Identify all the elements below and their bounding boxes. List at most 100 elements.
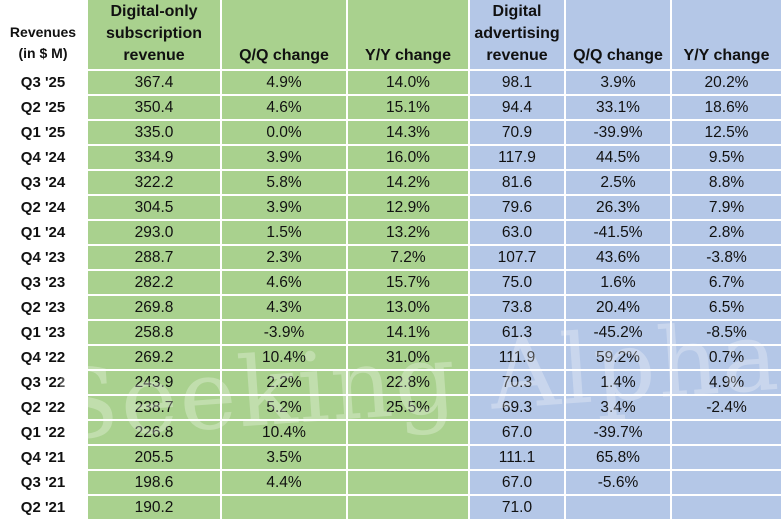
cell-advertising-yy: 6.5%	[672, 296, 783, 321]
cell-quarter: Q2 '25	[0, 96, 88, 121]
cell-advertising-revenue: 61.3	[470, 321, 566, 346]
cell-subscription-qq: 4.6%	[222, 271, 348, 296]
table-row: Q1 '23 258.8 -3.9% 14.1% 61.3 -45.2% -8.5%	[0, 321, 783, 346]
cell-quarter: Q2 '23	[0, 296, 88, 321]
cell-subscription-yy: 7.2%	[348, 246, 470, 271]
cell-quarter: Q4 '24	[0, 146, 88, 171]
cell-advertising-qq: 1.6%	[566, 271, 672, 296]
cell-advertising-revenue: 94.4	[470, 96, 566, 121]
cell-quarter: Q3 '25	[0, 71, 88, 96]
cell-advertising-qq: 43.6%	[566, 246, 672, 271]
cell-advertising-yy	[672, 471, 783, 496]
cell-advertising-yy: 0.7%	[672, 346, 783, 371]
cell-advertising-yy: 18.6%	[672, 96, 783, 121]
cell-advertising-qq: 59.2%	[566, 346, 672, 371]
cell-quarter: Q4 '21	[0, 446, 88, 471]
cell-advertising-yy: 12.5%	[672, 121, 783, 146]
cell-subscription-revenue: 282.2	[88, 271, 222, 296]
cell-advertising-qq: 2.5%	[566, 171, 672, 196]
cell-advertising-qq: -39.9%	[566, 121, 672, 146]
cell-advertising-revenue: 67.0	[470, 471, 566, 496]
cell-subscription-qq: 3.9%	[222, 196, 348, 221]
cell-advertising-revenue: 63.0	[470, 221, 566, 246]
table-row: Q3 '23 282.2 4.6% 15.7% 75.0 1.6% 6.7%	[0, 271, 783, 296]
cell-advertising-qq: 20.4%	[566, 296, 672, 321]
cell-subscription-yy: 31.0%	[348, 346, 470, 371]
table-row: Q1 '22 226.8 10.4% 67.0 -39.7%	[0, 421, 783, 446]
cell-subscription-revenue: 198.6	[88, 471, 222, 496]
cell-subscription-revenue: 238.7	[88, 396, 222, 421]
cell-advertising-yy: -3.8%	[672, 246, 783, 271]
cell-advertising-revenue: 71.0	[470, 496, 566, 521]
cell-advertising-revenue: 73.8	[470, 296, 566, 321]
cell-subscription-qq: 0.0%	[222, 121, 348, 146]
cell-advertising-revenue: 111.1	[470, 446, 566, 471]
header-sub-rev-line-1: Digital-only	[110, 3, 198, 20]
header-row: Revenues (in $ M) Digital-only subscript…	[0, 0, 783, 71]
header-subscription-yy: Y/Y change	[348, 0, 470, 71]
table-row: Q3 '21 198.6 4.4% 67.0 -5.6%	[0, 471, 783, 496]
cell-advertising-yy: -8.5%	[672, 321, 783, 346]
table-row: Q3 '24 322.2 5.8% 14.2% 81.6 2.5% 8.8%	[0, 171, 783, 196]
cell-quarter: Q1 '23	[0, 321, 88, 346]
header-sub-rev-line-3: revenue	[123, 47, 185, 64]
header-advertising-revenue: Digital advertising revenue	[470, 0, 566, 71]
cell-subscription-qq	[222, 496, 348, 521]
table-row: Q4 '24 334.9 3.9% 16.0% 117.9 44.5% 9.5%	[0, 146, 783, 171]
header-ad-rev-line-1: Digital	[492, 3, 542, 20]
header-revenues-label: Revenues (in $ M)	[0, 0, 88, 71]
cell-subscription-qq: 4.6%	[222, 96, 348, 121]
cell-advertising-qq: 3.4%	[566, 396, 672, 421]
cell-subscription-revenue: 335.0	[88, 121, 222, 146]
cell-advertising-revenue: 75.0	[470, 271, 566, 296]
cell-subscription-revenue: 226.8	[88, 421, 222, 446]
cell-subscription-revenue: 269.8	[88, 296, 222, 321]
header-label-line-2: (in $ M)	[18, 45, 68, 61]
cell-subscription-revenue: 258.8	[88, 321, 222, 346]
cell-subscription-yy: 12.9%	[348, 196, 470, 221]
cell-subscription-yy: 15.7%	[348, 271, 470, 296]
cell-subscription-qq: 5.8%	[222, 171, 348, 196]
table-row: Q2 '22 238.7 5.2% 25.5% 69.3 3.4% -2.4%	[0, 396, 783, 421]
cell-subscription-revenue: 243.9	[88, 371, 222, 396]
cell-subscription-yy	[348, 421, 470, 446]
cell-quarter: Q4 '22	[0, 346, 88, 371]
table-row: Q4 '23 288.7 2.3% 7.2% 107.7 43.6% -3.8%	[0, 246, 783, 271]
table-row: Q2 '21 190.2 71.0	[0, 496, 783, 521]
cell-quarter: Q2 '21	[0, 496, 88, 521]
header-advertising-qq: Q/Q change	[566, 0, 672, 71]
header-subscription-revenue: Digital-only subscription revenue	[88, 0, 222, 71]
cell-advertising-yy: 20.2%	[672, 71, 783, 96]
cell-advertising-qq	[566, 496, 672, 521]
header-ad-rev-line-2: advertising	[474, 25, 560, 42]
cell-advertising-revenue: 111.9	[470, 346, 566, 371]
cell-advertising-qq: -41.5%	[566, 221, 672, 246]
cell-subscription-revenue: 205.5	[88, 446, 222, 471]
cell-subscription-revenue: 367.4	[88, 71, 222, 96]
header-label-line-1: Revenues	[9, 24, 77, 40]
cell-subscription-yy	[348, 471, 470, 496]
table-row: Q1 '24 293.0 1.5% 13.2% 63.0 -41.5% 2.8%	[0, 221, 783, 246]
cell-quarter: Q1 '22	[0, 421, 88, 446]
cell-advertising-yy: 7.9%	[672, 196, 783, 221]
cell-subscription-qq: 3.5%	[222, 446, 348, 471]
cell-subscription-qq: 3.9%	[222, 146, 348, 171]
cell-advertising-qq: -5.6%	[566, 471, 672, 496]
table-row: Q2 '25 350.4 4.6% 15.1% 94.4 33.1% 18.6%	[0, 96, 783, 121]
cell-advertising-revenue: 98.1	[470, 71, 566, 96]
cell-quarter: Q3 '24	[0, 171, 88, 196]
cell-advertising-revenue: 117.9	[470, 146, 566, 171]
cell-quarter: Q3 '23	[0, 271, 88, 296]
table-row: Q3 '25 367.4 4.9% 14.0% 98.1 3.9% 20.2%	[0, 71, 783, 96]
cell-subscription-qq: 2.2%	[222, 371, 348, 396]
cell-advertising-yy: 2.8%	[672, 221, 783, 246]
table-row: Q2 '24 304.5 3.9% 12.9% 79.6 26.3% 7.9%	[0, 196, 783, 221]
cell-advertising-yy: 6.7%	[672, 271, 783, 296]
cell-subscription-qq: 4.3%	[222, 296, 348, 321]
cell-subscription-yy	[348, 496, 470, 521]
cell-subscription-yy: 22.8%	[348, 371, 470, 396]
cell-subscription-qq: 4.4%	[222, 471, 348, 496]
cell-subscription-qq: 10.4%	[222, 421, 348, 446]
cell-subscription-yy: 13.0%	[348, 296, 470, 321]
